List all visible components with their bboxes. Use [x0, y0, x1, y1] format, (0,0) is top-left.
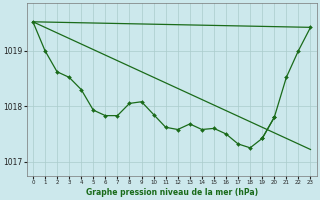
X-axis label: Graphe pression niveau de la mer (hPa): Graphe pression niveau de la mer (hPa): [86, 188, 258, 197]
